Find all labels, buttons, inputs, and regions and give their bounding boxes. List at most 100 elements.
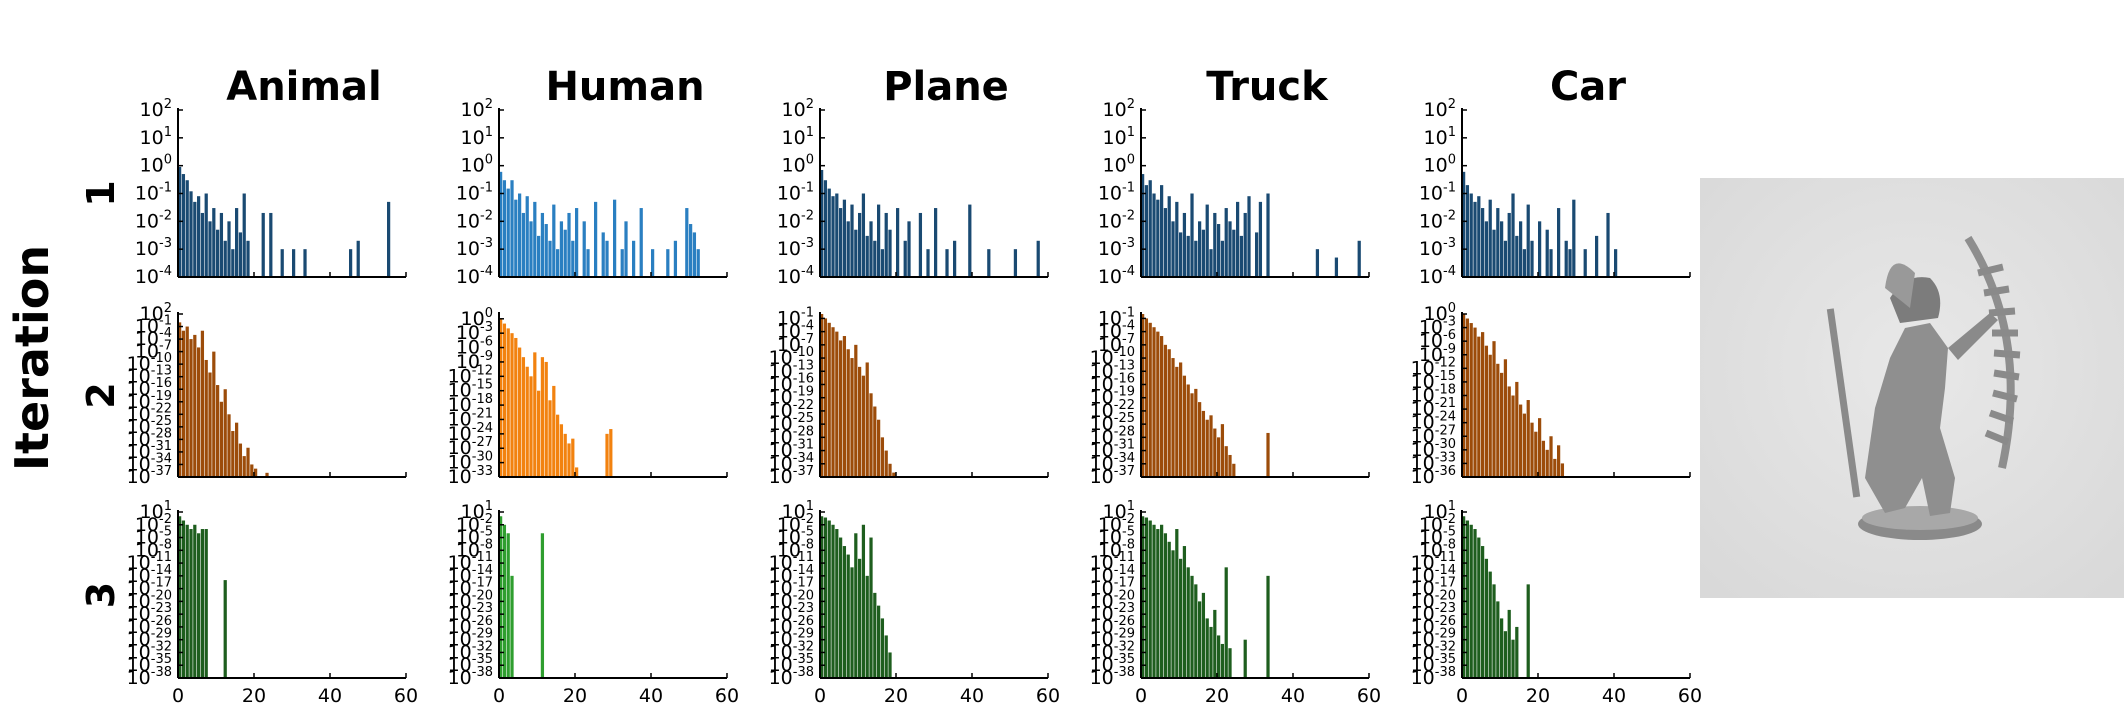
bar [1175,201,1179,277]
bar [552,385,556,477]
y-tick-label: 10-28 [127,426,172,450]
y-tick-label: 10-33 [1411,450,1456,474]
bar [1473,327,1477,477]
x-tick-label: 60 [394,685,418,707]
bar [953,240,957,277]
bar [510,575,514,678]
bar [1186,384,1190,477]
bar [1186,235,1190,277]
y-tick-label: 10-23 [769,601,814,625]
bar [1156,529,1160,678]
bar [544,224,548,277]
bar [349,249,353,277]
bar [1266,575,1270,678]
bar [189,529,193,678]
bar [254,468,258,477]
y-tick-label: 101 [782,125,814,149]
bar [204,193,208,277]
bar [518,347,522,477]
bar [502,524,507,678]
y-tick-label: 10-13 [1090,358,1135,382]
panel-plane-1: 10-4 10-3 10-2 10-1 100 101 102 [777,97,1049,288]
bar [567,443,571,477]
bar [1232,229,1236,277]
y-tick-label: 101 [461,499,493,523]
y-tick-label: 10-22 [769,398,814,422]
bar [563,229,567,277]
y-tick-label: 10-19 [769,385,814,409]
bar [605,240,609,277]
y-tick-label: 10-20 [1411,588,1456,612]
bar [1228,648,1232,678]
bar [1549,249,1553,277]
bar [1258,201,1263,277]
bar [1357,240,1361,277]
bar [265,472,269,477]
bar [884,635,888,678]
y-tick-label: 10-20 [769,588,814,612]
bar [529,221,533,277]
bar [1334,257,1339,277]
bar [1496,363,1500,477]
y-tick-label: 10-11 [448,550,493,574]
bar [303,249,307,277]
bar [197,347,201,477]
bar [197,533,201,678]
x-tick-label: 0 [172,685,184,707]
bar [873,240,877,277]
bar [1469,323,1473,477]
y-tick-label: 10-13 [127,364,172,388]
bar [1228,221,1232,277]
bar [529,376,533,477]
bar [586,249,590,277]
y-tick-label: 10-8 [456,537,493,561]
y-tick-label: 10-20 [1090,588,1135,612]
bar [1179,362,1183,477]
bar [877,419,881,477]
bar [242,193,246,277]
y-tick-label: 10-32 [1411,639,1456,663]
y-tick-label: 10-31 [127,439,172,463]
bar [533,352,537,477]
bar [1163,208,1168,277]
bar [1209,626,1213,678]
bar [1488,571,1492,678]
y-tick-label: 102 [782,97,814,121]
bar [1511,395,1515,477]
y-tick-label: 10-4 [777,264,814,288]
bar [823,180,828,277]
panel-car-1: 10-4 10-3 10-2 10-1 100 101 102 [1419,97,1691,288]
y-tick-label: 10-1 [135,314,172,338]
bar [918,212,923,277]
bar [1224,446,1228,477]
bar [525,196,529,277]
y-tick-label: 10-1 [456,181,493,205]
bar [556,414,560,477]
y-tick-label: 10-6 [1419,328,1456,352]
bar [292,249,296,277]
bar [854,344,858,477]
x-tick-label: 0 [1456,685,1468,707]
y-tick-label: 10-1 [777,181,814,205]
bar [559,424,564,477]
bar [1462,516,1466,678]
y-tick-label: 10-11 [127,550,172,574]
bar [1522,413,1527,477]
x-tick-label: 40 [639,685,663,707]
bar [510,180,514,277]
bar [1163,344,1168,477]
y-tick-label: 10-1 [135,181,172,205]
bar [1553,458,1557,477]
bar [1515,381,1519,477]
y-tick-label: 101 [461,125,493,149]
bar [1205,618,1209,678]
y-tick-label: 10-11 [769,550,814,574]
x-tick-label: 40 [960,685,984,707]
bar [827,520,831,678]
bar [197,196,201,277]
figurine-photo [1700,178,2124,598]
bar [1167,196,1171,277]
bar [521,212,526,277]
y-tick-label: 10-14 [448,563,493,587]
bar [1179,232,1183,277]
